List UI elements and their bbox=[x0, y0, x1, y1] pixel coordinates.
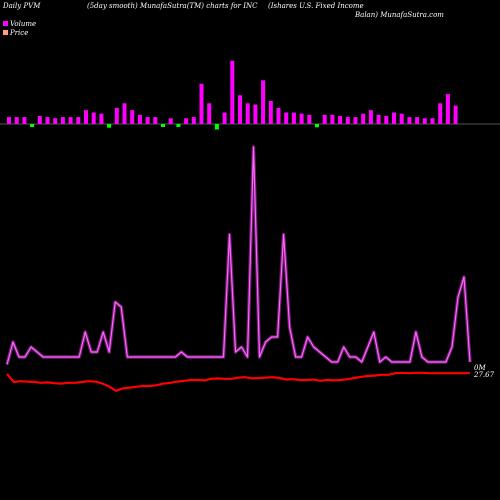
subtitle-line-2: Balan) MunafaSutra.com bbox=[355, 11, 444, 19]
volume-bar bbox=[22, 117, 27, 124]
volume-bar bbox=[276, 107, 281, 124]
volume-bar bbox=[45, 117, 50, 124]
volume-line bbox=[6, 146, 471, 365]
volume-bar bbox=[338, 115, 343, 124]
legend-volume-label: Volume bbox=[10, 20, 37, 28]
volume-bar bbox=[284, 112, 289, 124]
volume-bar bbox=[315, 124, 319, 128]
volume-bar bbox=[438, 103, 443, 124]
volume-bar bbox=[307, 114, 312, 124]
volume-bar bbox=[415, 117, 420, 124]
chart-title: (5day smooth) MunafaSutra(TM) charts for… bbox=[87, 2, 258, 10]
y-tick-volume-zero: 0M bbox=[474, 364, 486, 372]
volume-bar bbox=[230, 60, 235, 124]
volume-bar bbox=[322, 114, 327, 124]
volume-bar bbox=[107, 124, 112, 128]
volume-bar bbox=[345, 117, 350, 124]
volume-bar bbox=[384, 115, 389, 124]
volume-bar bbox=[76, 117, 81, 124]
volume-bar bbox=[291, 112, 296, 124]
volume-bar bbox=[60, 117, 65, 124]
legend-price: Price bbox=[3, 29, 28, 38]
volume-bar bbox=[168, 118, 173, 124]
volume-bar bbox=[137, 114, 142, 124]
volume-bar bbox=[445, 94, 450, 124]
volume-bar bbox=[214, 124, 219, 130]
subtitle-line-1: (Ishares U.S. Fixed Income bbox=[268, 2, 364, 10]
volume-bar bbox=[238, 95, 242, 124]
chart-type-label: Daily PVM bbox=[3, 2, 41, 10]
y-tick-price: 27.67 bbox=[474, 371, 495, 379]
volume-bar bbox=[30, 124, 35, 127]
price-line bbox=[6, 371, 470, 392]
volume-bar bbox=[399, 113, 404, 124]
volume-bar bbox=[407, 117, 412, 124]
volume-bar bbox=[84, 110, 88, 124]
volume-bar bbox=[430, 118, 435, 124]
volume-bar bbox=[184, 118, 189, 124]
volume-bar bbox=[153, 117, 158, 124]
volume-bar bbox=[245, 103, 250, 124]
volume-bar bbox=[7, 117, 11, 124]
volume-bar bbox=[361, 113, 366, 124]
volume-bar bbox=[130, 110, 135, 124]
volume-bar bbox=[392, 112, 396, 124]
volume-bar bbox=[376, 114, 381, 124]
volume-bar bbox=[222, 112, 227, 124]
legend-volume-swatch bbox=[3, 21, 8, 26]
legend-price-label: Price bbox=[10, 29, 29, 37]
volume-bar bbox=[122, 103, 127, 124]
volume-bar bbox=[161, 124, 165, 127]
volume-bar bbox=[191, 117, 196, 124]
volume-bar bbox=[53, 118, 58, 124]
volume-bar bbox=[330, 114, 335, 124]
volume-bar bbox=[268, 101, 273, 124]
volume-bar bbox=[176, 124, 181, 127]
volume-bar bbox=[453, 105, 458, 124]
volume-bar bbox=[114, 107, 119, 124]
volume-bar bbox=[207, 103, 212, 124]
volume-bar bbox=[145, 117, 150, 124]
volume-line-glow bbox=[5, 145, 472, 365]
volume-bar bbox=[68, 117, 73, 124]
volume-bar bbox=[261, 80, 266, 124]
volume-bar bbox=[422, 118, 427, 124]
volume-bar bbox=[368, 110, 373, 124]
volume-bar bbox=[14, 117, 19, 124]
volume-bar bbox=[99, 113, 104, 124]
volume-bar bbox=[37, 115, 42, 124]
volume-bar bbox=[199, 83, 204, 124]
volume-bar bbox=[299, 113, 304, 124]
volume-bar bbox=[91, 112, 96, 124]
chart-subtitle: (Ishares U.S. Fixed Income Balan) Munafa… bbox=[268, 2, 500, 19]
legend-price-swatch bbox=[3, 30, 8, 35]
volume-bar bbox=[253, 104, 258, 124]
legend-volume: Volume bbox=[3, 20, 36, 29]
volume-bar bbox=[353, 117, 358, 124]
